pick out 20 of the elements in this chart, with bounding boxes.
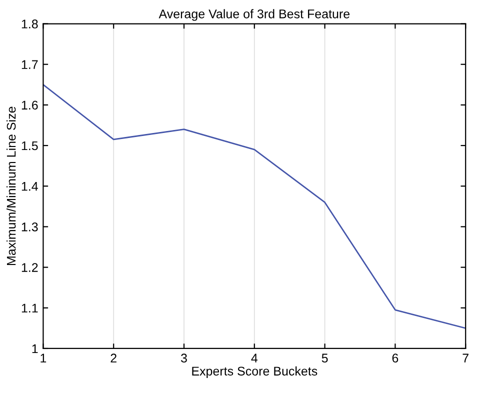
y-tick-label: 1.1 <box>22 304 38 312</box>
y-tick-label: 1.3 <box>22 222 38 232</box>
x-tick-label: 6 <box>392 354 398 363</box>
x-tick-label: 5 <box>322 354 328 363</box>
y-tick-label: 1.6 <box>22 100 38 110</box>
y-tick-label: 1.8 <box>22 20 38 28</box>
y-tick-label: 1.2 <box>22 263 38 272</box>
y-tick-label: 1.7 <box>22 60 38 69</box>
x-tick-label: 1 <box>40 354 46 362</box>
chart-title: Average Value of 3rd Best Feature <box>158 9 350 21</box>
x-tick-label: 7 <box>462 354 468 362</box>
x-tick-label: 2 <box>110 354 116 362</box>
y-tick-label: 1 <box>32 344 38 354</box>
x-axis-title: Experts Score Buckets <box>192 366 318 378</box>
x-tick-label: 3 <box>181 354 187 363</box>
line-series <box>43 84 466 329</box>
x-tick-label: 4 <box>251 354 258 362</box>
y-tick-label: 1.5 <box>22 141 38 150</box>
y-axis-title: Maximum/Mininum Line Size <box>6 106 16 265</box>
y-tick-label: 1.4 <box>22 182 38 191</box>
